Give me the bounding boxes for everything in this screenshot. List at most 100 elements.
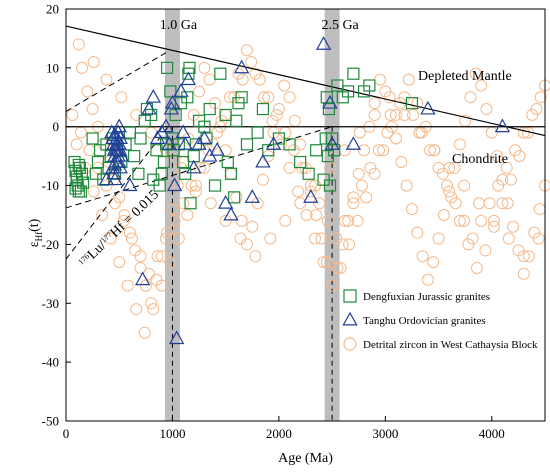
tanghu-point: [322, 94, 338, 109]
detrital-point: [118, 209, 131, 221]
detrital-point: [475, 214, 488, 227]
dengfuxian-point: [240, 138, 254, 151]
tanghu-point: [315, 36, 332, 50]
tanghu-point: [161, 136, 177, 150]
detrital-point: [502, 232, 515, 245]
detrital-point: [389, 132, 402, 145]
detrital-point: [353, 126, 366, 139]
detrital-point: [464, 91, 477, 104]
y-tick-label: -50: [42, 414, 59, 429]
tanghu-point: [209, 142, 225, 156]
tanghu-point: [107, 127, 123, 142]
dengfuxian-point: [230, 114, 243, 127]
detrital-point: [355, 179, 368, 192]
detrital-point: [123, 226, 136, 239]
legend-symbol-tanghu: [342, 311, 358, 326]
tanghu-point: [173, 83, 189, 97]
detrital-point: [313, 197, 326, 210]
dengfuxian-point: [323, 179, 337, 192]
dengfuxian-point: [179, 167, 192, 180]
detrital-point: [264, 232, 277, 245]
detrital-point: [321, 214, 334, 227]
detrital-point: [453, 214, 466, 227]
detrital-point: [368, 167, 381, 180]
x-tick-label: 4000: [479, 426, 505, 441]
evolution-line-3: [65, 126, 333, 209]
dengfuxian-point: [294, 155, 307, 169]
legend-label-detrital: Detrital zircon in West Cathaysia Block: [363, 339, 538, 351]
tanghu-point: [111, 118, 127, 133]
tanghu-point: [169, 330, 185, 345]
detrital-point: [104, 232, 117, 245]
chondrite-label: Chondrite: [452, 152, 508, 167]
detrital-point: [360, 191, 373, 204]
detrital-point: [270, 108, 283, 121]
y-axis-title-main: ε: [27, 241, 42, 247]
dengfuxian-point: [347, 67, 360, 80]
detrital-point: [219, 144, 232, 157]
detrital-point: [462, 238, 475, 251]
dengfuxian-point: [75, 167, 89, 180]
detrital-point: [416, 250, 429, 263]
detrital-point: [224, 167, 237, 180]
detrital-point: [501, 197, 514, 210]
detrital-point: [487, 214, 500, 227]
detrital-point: [517, 267, 530, 280]
detrital-point: [87, 55, 100, 68]
y-tick-label: -30: [42, 296, 59, 311]
detrital-point: [470, 261, 483, 274]
detrital-point: [203, 73, 216, 86]
detrital-point: [437, 209, 450, 221]
detrital-point: [134, 261, 147, 274]
detrital-point: [304, 185, 317, 198]
detrital-point: [424, 144, 437, 157]
detrital-point: [72, 38, 85, 51]
detrital-point: [453, 138, 466, 151]
dengfuxian-point: [256, 102, 270, 116]
detrital-point: [358, 144, 371, 157]
detrital-point: [347, 197, 360, 210]
dengfuxian-point: [224, 167, 238, 180]
age-band-label-1: 1.0 Ga: [160, 18, 198, 33]
dengfuxian-point: [251, 126, 264, 139]
detrital-point: [534, 91, 547, 104]
detrital-point: [204, 197, 217, 210]
age-band-2: [324, 9, 340, 421]
dengfuxian-point: [181, 91, 194, 104]
detrital-point: [402, 73, 415, 86]
detrital-point: [234, 232, 247, 245]
detrital-point: [479, 244, 492, 257]
tanghu-point: [180, 71, 197, 86]
detrital-point: [432, 232, 445, 245]
tanghu-point: [112, 159, 128, 174]
tanghu-point: [186, 159, 202, 174]
detrital-point: [177, 197, 190, 210]
y-tick-label: 0: [53, 119, 60, 134]
detrital-point: [117, 214, 130, 227]
tanghu-points: [98, 36, 511, 345]
dengfuxian-point: [184, 197, 197, 210]
detrital-point: [164, 256, 177, 269]
detrital-point: [168, 214, 181, 227]
detrital-point: [384, 108, 397, 121]
detrital-point: [161, 226, 174, 239]
dengfuxian-point: [405, 97, 419, 110]
tanghu-point: [223, 206, 239, 221]
legend-symbol-dengfuxian: [343, 289, 357, 303]
dengfuxian-point: [161, 61, 174, 74]
detrital-point: [320, 256, 333, 269]
detrital-point: [443, 185, 456, 198]
detrital-point: [160, 232, 173, 245]
tanghu-point: [233, 59, 250, 74]
detrital-point: [372, 144, 385, 157]
dengfuxian-point: [86, 132, 99, 145]
detrital-point: [155, 279, 168, 292]
detrital-point: [294, 138, 307, 151]
detrital-point: [100, 73, 113, 86]
detrital-point: [523, 250, 536, 263]
tanghu-point: [217, 194, 234, 209]
depleted-mantle-line: [65, 25, 546, 137]
detrital-point: [351, 214, 364, 227]
detrital-point: [235, 214, 248, 227]
detrital-point: [326, 279, 339, 292]
